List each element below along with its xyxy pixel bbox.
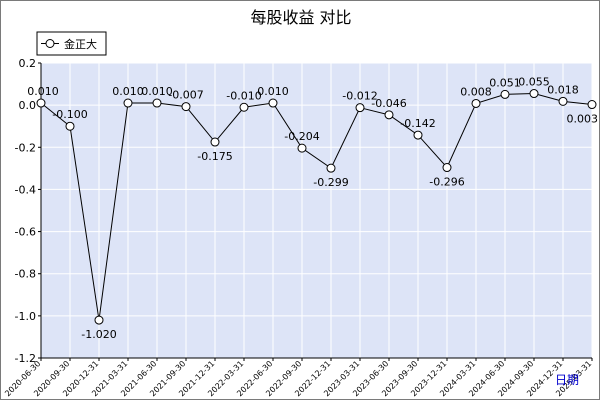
x-tick-labels: 2020-06-302020-09-302020-12-312021-03-31… bbox=[3, 359, 593, 398]
data-label: 0.018 bbox=[547, 83, 579, 96]
data-point-marker bbox=[268, 98, 278, 108]
data-point-marker bbox=[355, 103, 365, 113]
legend: 金正大 bbox=[36, 31, 107, 56]
data-label: -1.020 bbox=[81, 328, 116, 341]
data-label: 0.055 bbox=[518, 76, 550, 89]
y-tick-label: -0.4 bbox=[15, 183, 36, 196]
y-tick-label: -0.8 bbox=[15, 268, 36, 281]
data-point-marker bbox=[471, 98, 481, 108]
grid-lines bbox=[40, 62, 593, 359]
plot-area bbox=[41, 63, 592, 358]
legend-box bbox=[36, 31, 107, 56]
data-point-marker bbox=[65, 121, 75, 131]
legend-entry: 金正大 bbox=[64, 37, 97, 51]
data-point-marker bbox=[500, 89, 510, 99]
data-point-marker bbox=[36, 98, 46, 108]
data-label: -0.007 bbox=[168, 89, 203, 102]
data-label: 0.010 bbox=[141, 85, 173, 98]
y-tick-label: -1.0 bbox=[15, 310, 36, 323]
data-point-marker bbox=[181, 102, 191, 112]
legend-marker-icon bbox=[45, 39, 55, 48]
data-label: 0.010 bbox=[257, 85, 289, 98]
series-line bbox=[36, 89, 597, 325]
axes bbox=[38, 62, 593, 361]
data-point-marker bbox=[442, 163, 452, 173]
data-label: -0.296 bbox=[429, 176, 464, 189]
data-point-marker bbox=[123, 98, 133, 108]
data-labels: 0.010-0.100-1.0200.0100.010-0.007-0.175-… bbox=[27, 76, 598, 342]
data-label: -0.299 bbox=[313, 176, 348, 189]
data-point-marker bbox=[384, 110, 394, 120]
data-label: 0.003 bbox=[567, 113, 599, 126]
data-point-marker bbox=[587, 100, 597, 110]
data-label: -0.204 bbox=[284, 130, 319, 143]
data-point-marker bbox=[326, 163, 336, 173]
y-tick-label: -1.2 bbox=[15, 352, 36, 365]
data-point-marker bbox=[297, 143, 307, 153]
data-label: 0.010 bbox=[112, 85, 144, 98]
data-label: -0.142 bbox=[400, 117, 435, 130]
chart-title: 每股收益 对比 bbox=[250, 8, 351, 27]
y-tick-label: 0.2 bbox=[19, 57, 37, 70]
data-label: -0.175 bbox=[197, 150, 232, 163]
data-point-marker bbox=[558, 96, 568, 106]
data-label: -0.046 bbox=[371, 97, 406, 110]
data-label: -0.010 bbox=[226, 89, 261, 102]
y-tick-labels: 0.2 0.0 -0.2 -0.4 -0.6 -0.8 -1.0 -1.2 bbox=[15, 57, 36, 365]
data-point-marker bbox=[94, 315, 104, 325]
y-tick-label: -0.2 bbox=[15, 141, 36, 154]
data-point-marker bbox=[529, 89, 539, 99]
data-point-marker bbox=[413, 130, 423, 140]
data-label: -0.100 bbox=[52, 108, 87, 121]
x-axis-title: 日期 bbox=[555, 373, 579, 387]
data-label: 0.008 bbox=[460, 85, 492, 98]
data-label: -0.012 bbox=[342, 90, 377, 103]
data-point-marker bbox=[210, 137, 220, 147]
data-label: 0.051 bbox=[489, 76, 521, 89]
y-tick-label: -0.6 bbox=[15, 226, 36, 239]
data-point-marker bbox=[239, 102, 249, 112]
series-line bbox=[40, 93, 593, 321]
y-tick-label: 0.0 bbox=[19, 99, 37, 112]
data-point-marker bbox=[152, 98, 162, 108]
data-label: 0.010 bbox=[27, 85, 59, 98]
plot-background bbox=[41, 63, 592, 358]
